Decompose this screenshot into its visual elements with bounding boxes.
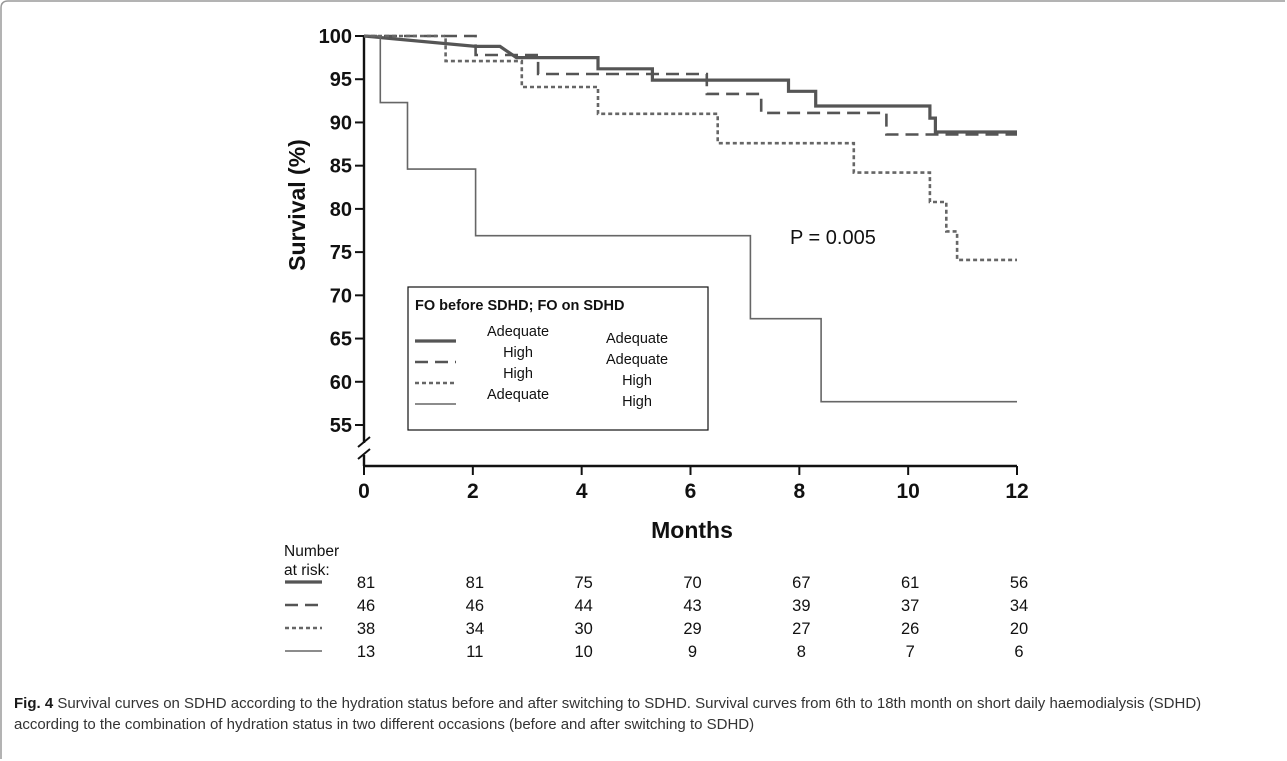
risk-count: 43 — [683, 597, 701, 615]
risk-count: 81 — [357, 574, 375, 592]
risk-count: 67 — [792, 574, 810, 592]
risk-count: 7 — [906, 643, 915, 661]
y-tick-label: 95 — [330, 69, 352, 91]
legend-on-label: High — [622, 394, 652, 410]
x-tick-label: 8 — [793, 480, 805, 503]
legend-title: FO before SDHD; FO on SDHD — [415, 298, 624, 314]
legend-entries: Adequate Adequate High Adequate High High Adeq… — [415, 324, 668, 410]
y-tick-label: 80 — [330, 199, 352, 221]
survival-curves — [363, 34, 1017, 403]
legend-box — [407, 286, 709, 431]
risk-count: 27 — [792, 620, 810, 638]
p-value-annotation: P = 0.005 — [790, 227, 876, 249]
axis-break-mark-2 — [357, 448, 371, 460]
risk-count: 37 — [901, 597, 919, 615]
risk-count: 6 — [1014, 643, 1023, 661]
risk-count: 70 — [683, 574, 701, 592]
survival-curve-solid-thick — [363, 34, 1017, 134]
risk-count: 44 — [574, 597, 592, 615]
x-tick-label: 2 — [467, 480, 479, 503]
y-tick-label: 100 — [319, 26, 352, 48]
risk-count: 34 — [1010, 597, 1028, 615]
axes: 55 60 65 70 75 80 85 90 95 100 0 2 4 6 8 10 12 — [319, 26, 1029, 503]
legend-on-label: Adequate — [606, 352, 668, 368]
risk-count: 13 — [357, 643, 375, 661]
legend: FO before SDHD; FO on SDHD Adequate Adequ… — [407, 286, 709, 431]
risk-count: 29 — [683, 620, 701, 638]
survival-curve-solid-thin — [364, 35, 1017, 403]
legend-before-label: High — [503, 366, 533, 382]
risk-count: 75 — [574, 574, 592, 592]
risk-count: 10 — [574, 643, 592, 661]
legend-before-label: High — [503, 345, 533, 361]
y-tick-label: 85 — [330, 156, 352, 178]
caption-text: Survival curves on SDHD according to the… — [14, 695, 1202, 733]
y-tick-label: 75 — [330, 242, 352, 264]
y-tick-label: 60 — [330, 372, 352, 394]
risk-count: 61 — [901, 574, 919, 592]
y-tick-label: 90 — [330, 112, 352, 134]
risk-count: 39 — [792, 597, 810, 615]
x-tick-label: 10 — [896, 480, 919, 503]
risk-count: 8 — [797, 643, 806, 661]
risk-count: 46 — [466, 597, 484, 615]
risk-count: 46 — [357, 597, 375, 615]
risk-count: 9 — [688, 643, 697, 661]
x-tick-label: 4 — [576, 480, 588, 503]
risk-count: 20 — [1010, 620, 1028, 638]
y-tick-label: 55 — [330, 415, 352, 437]
risk-count: 30 — [574, 620, 592, 638]
risk-count: 81 — [466, 574, 484, 592]
caption-label: Fig. 4 — [14, 695, 54, 712]
risk-count: 11 — [466, 643, 483, 661]
risk-count: 26 — [901, 620, 919, 638]
x-tick-label: 12 — [1005, 480, 1028, 503]
survival-curve-dashed — [364, 34, 1017, 136]
y-tick-label: 70 — [330, 285, 352, 307]
risk-table-title-line1: Number — [284, 543, 339, 560]
legend-on-label: High — [622, 373, 652, 389]
y-tick-label: 65 — [330, 329, 352, 351]
risk-count: 38 — [357, 620, 375, 638]
survival-curve-dotted — [364, 34, 1017, 262]
x-axis-label: Months — [651, 517, 733, 543]
legend-before-label: Adequate — [487, 324, 549, 340]
figure-caption: Fig. 4 Survival curves on SDHD according… — [14, 693, 1259, 735]
legend-before-label: Adequate — [487, 387, 549, 403]
legend-on-label: Adequate — [606, 331, 668, 347]
axis-break-mark-1 — [357, 436, 371, 448]
y-axis-label: Survival (%) — [284, 139, 310, 271]
x-tick-label: 0 — [358, 480, 370, 503]
risk-count: 56 — [1010, 574, 1028, 592]
risk-table-title-line2: at risk: — [284, 562, 330, 579]
risk-count: 34 — [466, 620, 484, 638]
x-tick-label: 6 — [685, 480, 697, 503]
